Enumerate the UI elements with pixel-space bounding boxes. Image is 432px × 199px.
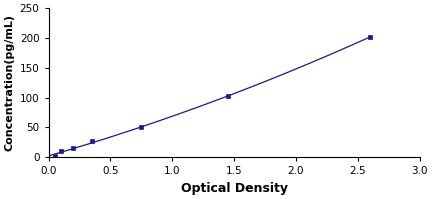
Y-axis label: Concentration(pg/mL): Concentration(pg/mL) [4, 14, 14, 151]
X-axis label: Optical Density: Optical Density [181, 182, 288, 195]
